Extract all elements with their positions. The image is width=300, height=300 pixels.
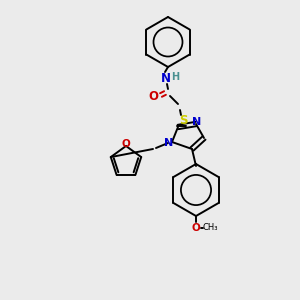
Text: N: N [192, 117, 202, 127]
Text: S: S [179, 115, 187, 128]
Text: O: O [122, 139, 130, 149]
Text: H: H [171, 72, 179, 82]
Text: N: N [164, 138, 174, 148]
Text: CH₃: CH₃ [202, 224, 218, 232]
Text: O: O [148, 91, 158, 103]
Text: O: O [192, 223, 200, 233]
Text: N: N [161, 71, 171, 85]
